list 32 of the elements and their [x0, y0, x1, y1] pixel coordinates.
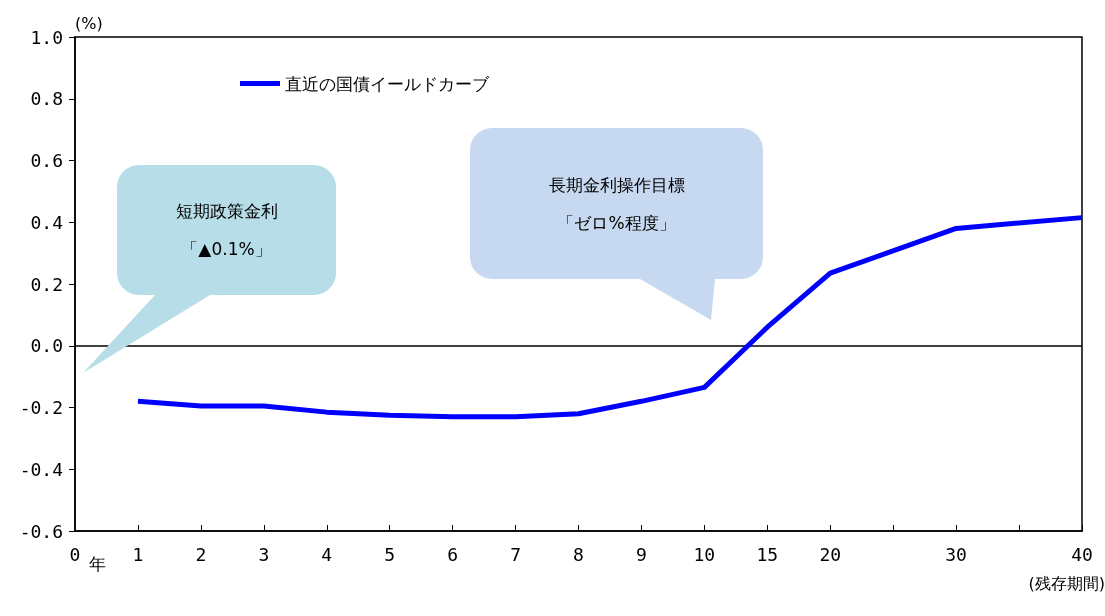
x-tick-label: 4: [321, 543, 333, 565]
text: 年: [89, 553, 106, 576]
x-tick-label: 1: [132, 543, 144, 565]
y-tick-label: 1.0: [30, 26, 63, 48]
annotation: 「ゼロ%程度」: [556, 211, 677, 235]
x-tick-label: 2: [195, 543, 207, 565]
y-axis-title: (%): [75, 13, 103, 33]
x-tick-label: 30: [945, 543, 967, 565]
y-tick-label: 0.2: [30, 273, 63, 295]
y-tick-label: 0.0: [30, 335, 63, 357]
x-tick-label: 20: [819, 543, 842, 565]
y-tick-label: 0.4: [30, 211, 63, 233]
x-tick-label: 40: [1071, 543, 1093, 565]
x-tick-label: 15: [756, 543, 779, 565]
x-tick-label: 9: [636, 543, 647, 565]
y-tick-label: 0.6: [30, 150, 63, 171]
legend-label: 直近の国債イールドカーブ: [285, 73, 490, 94]
x-tick-label: 6: [447, 543, 459, 565]
annotation: 「▲0.1%」: [180, 238, 273, 261]
annotation: 長期金利操作目標: [547, 173, 686, 197]
y-tick-label: -0.4: [19, 458, 63, 480]
x-tick-label: 8: [573, 543, 584, 565]
x-tick-label: 0: [69, 543, 81, 565]
x-axis-title: (残存期間): [1028, 573, 1105, 593]
x-tick-label: 3: [258, 543, 270, 565]
x-tick-label: 10: [693, 543, 716, 565]
y-tick-label: -0.2: [19, 397, 63, 418]
y-tick-label: 0.8: [30, 88, 63, 110]
annotation: 短期政策金利: [174, 200, 279, 223]
y-tick-label: -0.6: [19, 520, 63, 542]
x-tick-label: 5: [384, 543, 396, 565]
x-tick-label: 7: [510, 543, 521, 565]
